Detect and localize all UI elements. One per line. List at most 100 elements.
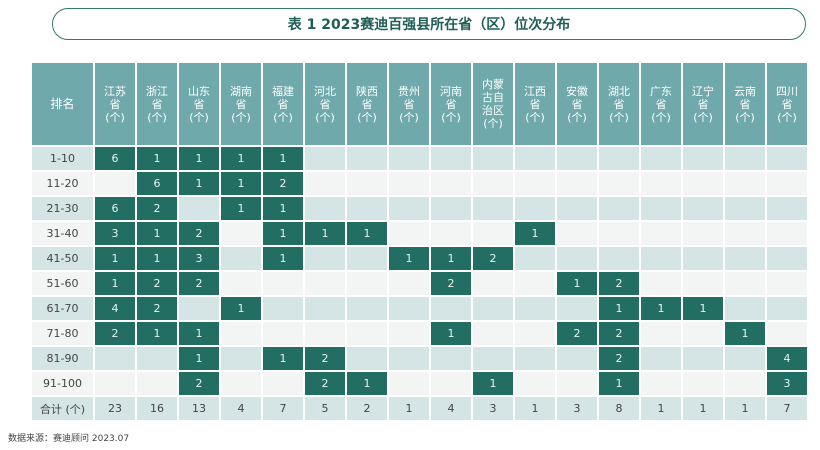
value-cell: [683, 322, 723, 345]
value-cell: [95, 372, 135, 395]
value-cell: 1: [263, 197, 303, 220]
value-cell: 23: [95, 397, 135, 420]
value-cell: [767, 222, 807, 245]
value-cell: 1: [221, 197, 261, 220]
value-cell: [557, 297, 597, 320]
value-cell: [389, 297, 429, 320]
value-cell: [305, 172, 345, 195]
value-cell: 1: [137, 247, 177, 270]
value-cell: [347, 322, 387, 345]
value-cell: [347, 247, 387, 270]
value-cell: [263, 322, 303, 345]
value-cell: 3: [767, 372, 807, 395]
value-cell: 2: [305, 347, 345, 370]
value-cell: 1: [221, 172, 261, 195]
value-cell: [95, 347, 135, 370]
value-cell: [599, 147, 639, 170]
value-cell: [767, 322, 807, 345]
value-cell: 3: [95, 222, 135, 245]
value-cell: 4: [95, 297, 135, 320]
value-cell: 13: [179, 397, 219, 420]
value-cell: 1: [263, 222, 303, 245]
value-cell: 2: [599, 272, 639, 295]
value-cell: [431, 347, 471, 370]
header-province: 四川省(个): [767, 63, 807, 145]
value-cell: [473, 347, 513, 370]
header-province: 安徽省(个): [557, 63, 597, 145]
value-cell: 1: [515, 397, 555, 420]
value-cell: 1: [137, 322, 177, 345]
value-cell: [641, 172, 681, 195]
value-cell: [389, 322, 429, 345]
value-cell: 1: [557, 272, 597, 295]
value-cell: [641, 347, 681, 370]
value-cell: [347, 147, 387, 170]
value-cell: 7: [767, 397, 807, 420]
rank-cell: 91-100: [32, 372, 93, 395]
value-cell: [641, 372, 681, 395]
value-cell: [221, 372, 261, 395]
value-cell: [683, 272, 723, 295]
rank-cell: 21-30: [32, 197, 93, 220]
value-cell: [557, 222, 597, 245]
value-cell: 1: [389, 247, 429, 270]
value-cell: [767, 147, 807, 170]
value-cell: [641, 147, 681, 170]
table-row: 61-70 4 2 1 1 1 1: [32, 297, 807, 320]
value-cell: [389, 222, 429, 245]
value-cell: 2: [473, 247, 513, 270]
rank-distribution-table: 排名 江苏省(个) 浙江省(个) 山东省(个) 湖南省(个) 福建省(个) 河北省(个) 陕…: [30, 61, 809, 422]
value-cell: [683, 197, 723, 220]
value-cell: [557, 172, 597, 195]
value-cell: 3: [557, 397, 597, 420]
value-cell: [515, 247, 555, 270]
value-cell: [389, 372, 429, 395]
value-cell: [137, 347, 177, 370]
value-cell: [221, 347, 261, 370]
value-cell: [263, 372, 303, 395]
table-row: 51-60 1 2 2 2 1 2: [32, 272, 807, 295]
value-cell: [641, 197, 681, 220]
value-cell: [473, 147, 513, 170]
value-cell: [221, 222, 261, 245]
value-cell: [725, 222, 765, 245]
rank-cell: 31-40: [32, 222, 93, 245]
rank-cell: 71-80: [32, 322, 93, 345]
header-province: 湖北省(个): [599, 63, 639, 145]
value-cell: 1: [263, 347, 303, 370]
value-cell: 1: [137, 222, 177, 245]
value-cell: [515, 347, 555, 370]
value-cell: [557, 372, 597, 395]
value-cell: [221, 322, 261, 345]
header-province: 河南省(个): [431, 63, 471, 145]
rank-cell: 合计 (个): [32, 397, 93, 420]
value-cell: [641, 272, 681, 295]
value-cell: [515, 372, 555, 395]
value-cell: [515, 272, 555, 295]
header-province: 山东省(个): [179, 63, 219, 145]
value-cell: 2: [137, 197, 177, 220]
value-cell: [725, 272, 765, 295]
header-province: 河北省(个): [305, 63, 345, 145]
value-cell: [305, 322, 345, 345]
value-cell: 6: [95, 147, 135, 170]
value-cell: [767, 297, 807, 320]
value-cell: [767, 172, 807, 195]
header-province: 湖南省(个): [221, 63, 261, 145]
value-cell: [389, 147, 429, 170]
value-cell: [725, 147, 765, 170]
value-cell: 1: [179, 147, 219, 170]
value-cell: [473, 272, 513, 295]
value-cell: [431, 172, 471, 195]
value-cell: 1: [221, 147, 261, 170]
table-row: 1-10 6 1 1 1 1: [32, 147, 807, 170]
value-cell: [221, 272, 261, 295]
value-cell: [347, 297, 387, 320]
value-cell: [641, 322, 681, 345]
value-cell: [431, 222, 471, 245]
value-cell: [389, 197, 429, 220]
value-cell: [599, 197, 639, 220]
value-cell: [389, 272, 429, 295]
header-province: 江苏省(个): [95, 63, 135, 145]
header-rank: 排名: [32, 63, 93, 145]
